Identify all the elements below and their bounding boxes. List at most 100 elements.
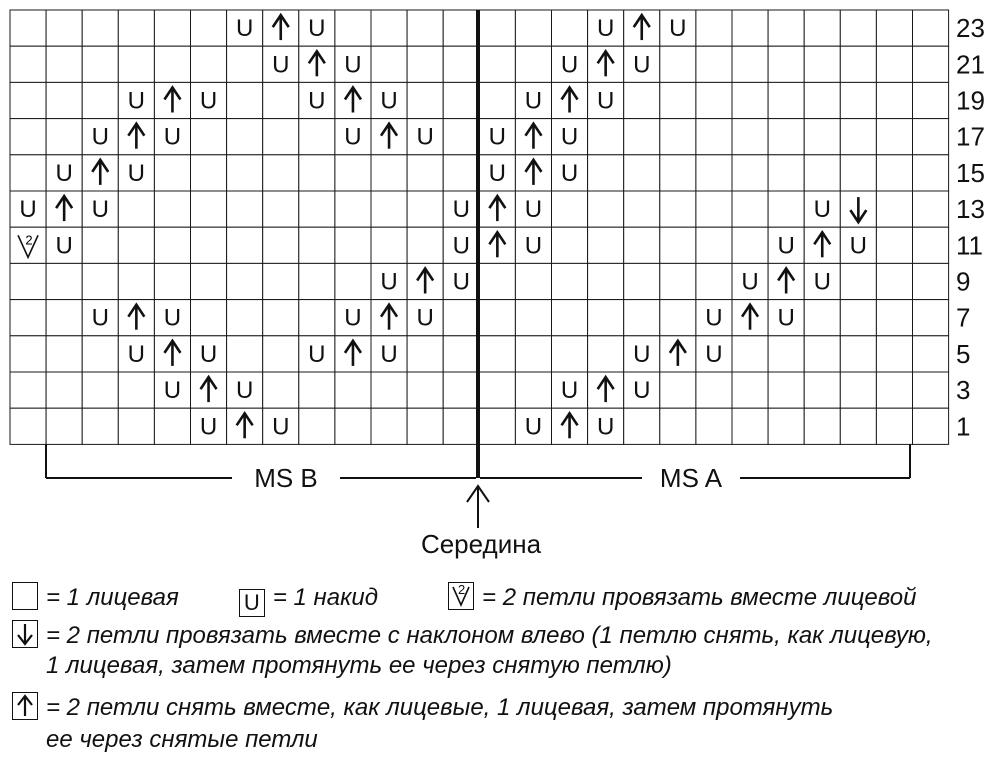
chart-cell: [839, 299, 877, 337]
chart-cell: [767, 299, 805, 337]
chart-cell: [9, 335, 47, 373]
yo-symbol: U: [272, 413, 289, 440]
chart-cell: [190, 45, 228, 83]
yo-symbol: U: [525, 88, 542, 115]
chart-cell: [153, 262, 191, 301]
chart-cell: [370, 45, 408, 83]
chart-cell: [298, 371, 336, 409]
chart-cell: [298, 262, 336, 301]
chart-cell: [623, 226, 661, 264]
chart-cell: [9, 407, 47, 445]
ms-a-bracket: MS A: [480, 444, 911, 493]
chart-cell: [81, 226, 119, 264]
chart-cell: [912, 299, 950, 337]
yo-symbol: U: [705, 305, 722, 332]
chart-cell: [45, 118, 83, 156]
chart-cell: [406, 190, 444, 228]
yo-symbol: U: [561, 377, 578, 404]
chart-cell: [334, 9, 372, 47]
chart-cell: [587, 299, 625, 337]
yo-symbol: U: [380, 269, 397, 296]
chart-cell: [731, 9, 769, 47]
chart-cell: [623, 299, 661, 337]
chart-cell: [767, 335, 805, 373]
chart-cell: [514, 9, 553, 47]
cdd-symbol: [271, 12, 290, 41]
cdd-symbol: [416, 266, 435, 294]
chart-cell: [226, 45, 264, 83]
chart-cell: [334, 407, 372, 445]
chart-cell: [442, 81, 480, 120]
chart-cell: [803, 9, 841, 47]
chart-cell: [803, 371, 841, 409]
yo-symbol: U: [597, 15, 614, 42]
chart-cell: [370, 371, 408, 409]
chart-cell: [370, 154, 408, 192]
chart-cell: [478, 262, 516, 301]
chart-cell: [875, 335, 914, 373]
chart-cell: [551, 226, 589, 264]
chart-cell: [514, 335, 553, 373]
yo-symbol: U: [633, 341, 650, 368]
chart-cell: [298, 226, 336, 264]
row-number: 1: [956, 411, 970, 441]
chart-cell: [912, 335, 950, 373]
chart-cell: [587, 226, 625, 264]
chart-cell: [81, 262, 119, 301]
chart-cell: [803, 81, 841, 120]
chart-cell: [875, 226, 914, 264]
chart-cell: [190, 226, 228, 264]
chart-cell: [623, 118, 661, 156]
ssk-symbol-icon: [12, 620, 38, 648]
k2tog-symbol: 2: [17, 232, 39, 260]
cdd-symbol: [560, 410, 579, 439]
chart-cell: [45, 299, 83, 337]
chart-cell: [117, 407, 155, 445]
yo-symbol: U: [453, 196, 470, 223]
chart-cell: [478, 371, 516, 409]
chart-cell: [442, 190, 480, 228]
cdd-symbol: [307, 48, 326, 77]
chart-cell: [514, 81, 553, 120]
yo-symbol: U: [272, 51, 289, 78]
chart-cell: [262, 371, 300, 409]
chart-cell: [623, 190, 661, 228]
chart-cell: [190, 262, 228, 301]
yo-symbol: U: [92, 124, 109, 151]
chart-cell: [406, 371, 444, 409]
chart-cell: [659, 154, 697, 192]
row-number: 21: [956, 49, 985, 79]
chart-cell: [875, 262, 914, 301]
chart-cell: [45, 81, 83, 120]
chart-cell: [9, 118, 47, 156]
chart-cell: [9, 154, 47, 192]
svg-text:2: 2: [25, 232, 32, 247]
chart-cell: [298, 299, 336, 337]
yo-symbol: U: [92, 305, 109, 332]
yo-symbol: U: [344, 124, 361, 151]
row-number: 11: [956, 230, 983, 260]
yo-symbol: U: [453, 232, 470, 259]
center-arrow-icon: [466, 484, 490, 528]
chart-cell: [839, 407, 877, 445]
chart-cell: [731, 335, 769, 373]
chart-cell: [912, 118, 950, 156]
chart-cell: [551, 299, 589, 337]
yo-symbol: U: [200, 413, 217, 440]
yo-symbol: U: [850, 232, 867, 259]
chart-cell: [659, 9, 697, 47]
yo-symbol: U: [55, 160, 72, 187]
chart-cell: [298, 81, 336, 120]
chart-cell: [695, 226, 733, 264]
chart-cell: [659, 190, 697, 228]
yo-symbol: U: [200, 88, 217, 115]
chart-cell: [875, 299, 914, 337]
yo-symbol: U: [633, 377, 650, 404]
cdd-symbol: [668, 338, 687, 366]
yo-symbol: U: [741, 269, 758, 296]
chart-cell: [370, 407, 408, 445]
chart-cell: [912, 190, 950, 228]
chart-symbols: U U U UU U U UU U U U U UU U U U U UU U U UU U U U U2 U U U U UU U U UU…: [17, 12, 868, 440]
knit-symbol-icon: [12, 582, 38, 610]
legend-ssk-line2: 1 лицевая, затем протянуть ее через снят…: [46, 652, 672, 679]
